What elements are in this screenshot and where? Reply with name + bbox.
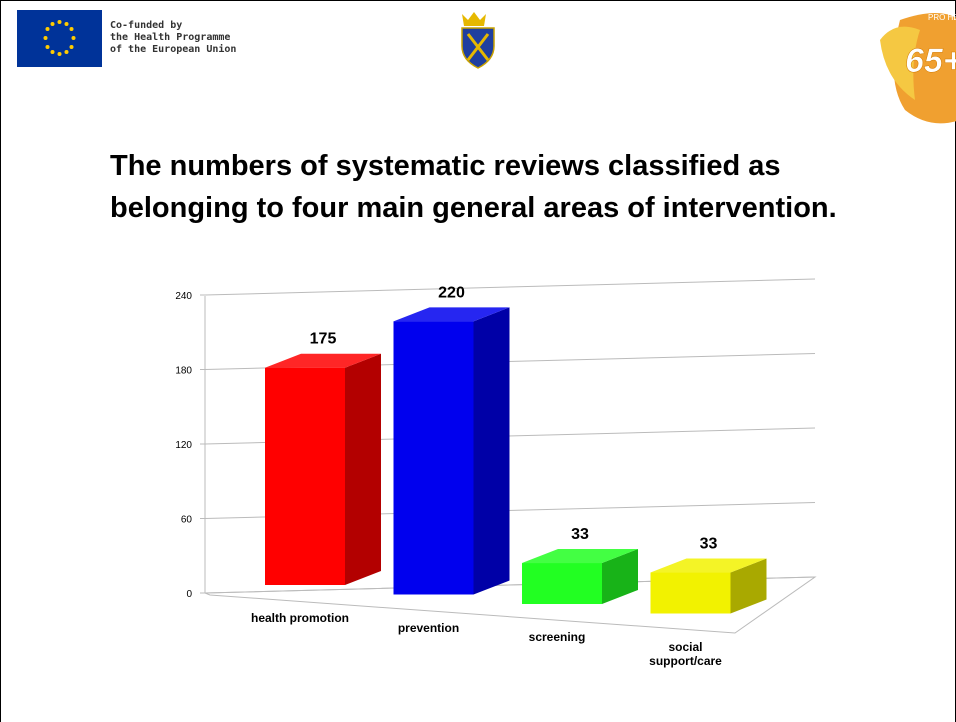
bar-top [393,307,510,322]
y-tick-label: 240 [175,291,192,302]
y-tick-label: 120 [175,440,192,451]
value-label: 33 [700,536,718,553]
value-label: 220 [438,284,465,301]
eu-flag [17,10,102,67]
x-tick-label: screening [528,630,586,644]
funding-text: the Health Programme [110,32,231,43]
value-label: 33 [571,526,589,543]
value-label: 175 [310,331,337,348]
bar [393,321,474,595]
y-tick-label: 180 [175,366,192,377]
y-tick-label: 60 [181,515,193,526]
grid-line [204,278,816,296]
y-tick-label: 0 [186,589,192,600]
crest [461,12,495,69]
bar [522,563,602,604]
project-logo: PRO HEALTH 65+ [880,13,956,124]
bar-top [265,353,381,368]
bar-top [650,558,767,573]
bar [650,572,731,614]
slide-title: The numbers of systematic reviews classi… [110,150,781,182]
bar [265,367,345,585]
bar-side [345,353,381,585]
bar-side [730,558,767,614]
slide-title: belonging to four main general areas of … [110,192,837,224]
x-tick-label: social support/care [649,639,722,668]
x-tick-label: health promotion [251,611,349,625]
logo-top-text: PRO HEALTH [928,13,956,22]
funding-text: of the European Union [110,44,237,55]
funding-text: Co-funded by [110,20,183,31]
logo-main-text: 65+ [905,42,956,80]
bar-side [473,307,510,595]
x-tick-label: prevention [397,620,460,635]
bar-top [522,549,638,564]
bar-side [602,549,638,604]
